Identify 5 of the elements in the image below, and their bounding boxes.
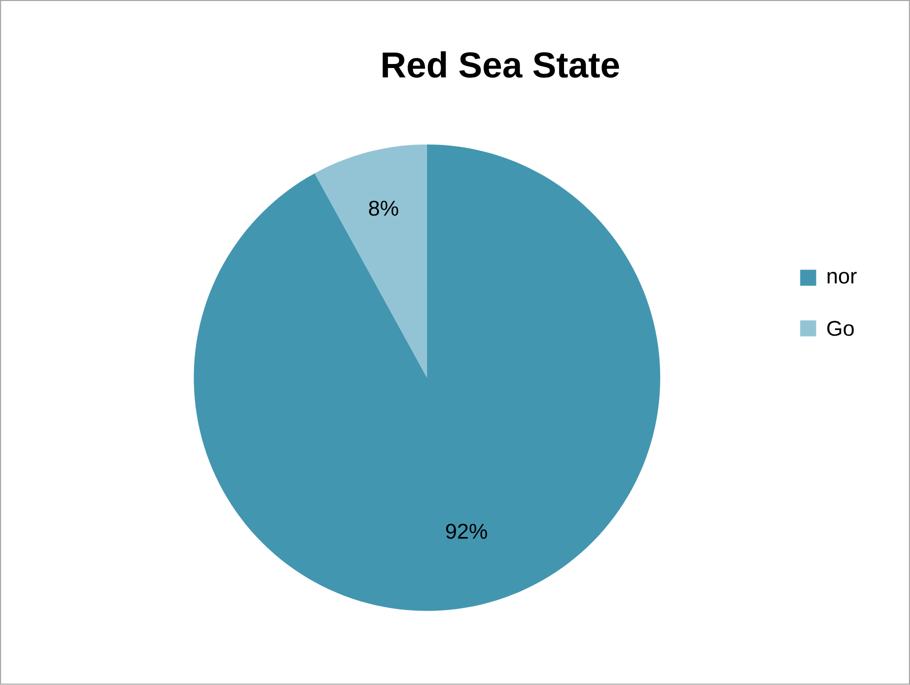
chart-title: Red Sea State: [382, 51, 620, 78]
legend-label: Go: [827, 320, 854, 336]
data-label: 8%: [369, 200, 398, 216]
legend-label: nor: [828, 272, 857, 284]
data-label: 92%: [446, 524, 488, 539]
